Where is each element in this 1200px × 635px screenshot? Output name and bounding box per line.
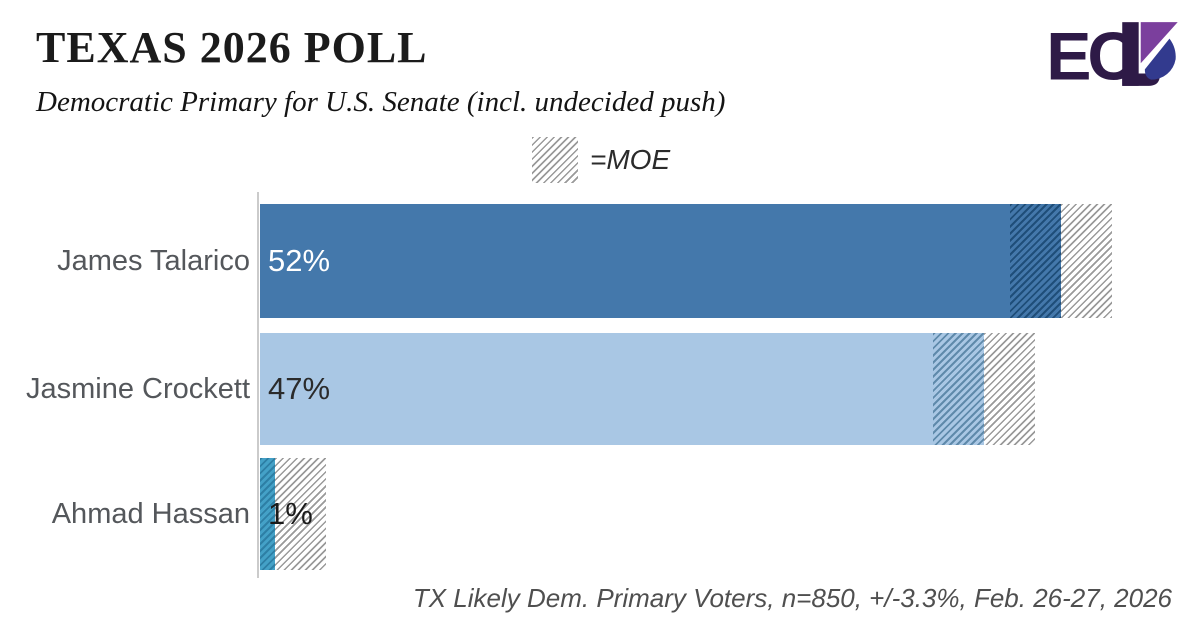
moe-legend-label: =MOE <box>590 144 671 175</box>
moe-legend: =MOE <box>532 137 670 183</box>
candidate-label: Jasmine Crockett <box>25 372 250 405</box>
moe-inner-hatch-segment <box>1009 204 1061 318</box>
value-label: 52% <box>268 243 331 278</box>
page-title: TEXAS 2026 POLL <box>36 23 428 72</box>
value-label: 47% <box>268 371 331 406</box>
bar-track: 47% <box>260 333 1035 445</box>
moe-inner-hatch-segment <box>260 458 276 570</box>
bar-solid-segment <box>260 204 1010 318</box>
ecp-logo-p-indigo-wedge <box>1144 38 1176 80</box>
moe-outer-hatch-segment <box>983 333 1035 445</box>
candidate-label: Ahmad Hassan <box>51 497 250 530</box>
value-label: 1% <box>268 496 313 531</box>
candidate-label: James Talarico <box>57 244 250 277</box>
y-axis-line <box>257 192 259 578</box>
poll-bar-chart: James Talarico 52% Jasmine Crockett 47% … <box>0 192 1200 592</box>
bar-row-jasmine-crockett: Jasmine Crockett 47% <box>0 333 1200 445</box>
bar-row-james-talarico: James Talarico 52% <box>0 204 1200 318</box>
bar-solid-segment <box>260 333 933 445</box>
ecp-logo-p-stem <box>1122 22 1139 86</box>
moe-inner-hatch-segment <box>932 333 984 445</box>
moe-outer-hatch-segment <box>275 458 327 570</box>
bar-row-ahmad-hassan: Ahmad Hassan 1% <box>0 458 1200 570</box>
ecp-logo-text: EC <box>1046 20 1135 92</box>
bar-track: 52% <box>260 204 1112 318</box>
moe-outer-hatch-segment <box>1060 204 1112 318</box>
page-subtitle: Democratic Primary for U.S. Senate (incl… <box>36 86 726 118</box>
bar-track: 1% <box>260 458 327 570</box>
ecp-logo: EC <box>1046 20 1178 92</box>
footnote: TX Likely Dem. Primary Voters, n=850, +/… <box>412 583 1172 613</box>
moe-hatch-swatch <box>532 137 578 183</box>
